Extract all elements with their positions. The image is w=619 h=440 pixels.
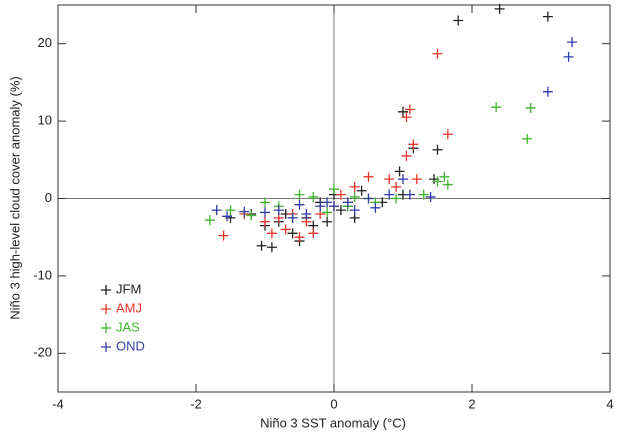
point [256, 240, 267, 251]
point [363, 193, 374, 204]
point [439, 171, 450, 182]
point [384, 174, 395, 185]
y-tick-label: -20 [33, 345, 52, 360]
point [329, 184, 339, 195]
x-tick-label: -2 [190, 396, 202, 411]
point [567, 37, 578, 48]
point [363, 171, 374, 182]
point [525, 102, 536, 113]
point [542, 86, 553, 97]
x-tick-label: 2 [468, 396, 475, 411]
point [308, 191, 319, 202]
y-axis-label: Niño 3 high-level cloud cover anomaly (%… [7, 76, 22, 320]
point [280, 224, 291, 235]
point [211, 205, 222, 216]
point [391, 181, 402, 192]
x-tick-label: -4 [52, 396, 64, 411]
point [356, 185, 367, 196]
point [287, 228, 298, 239]
point [322, 197, 333, 208]
point [349, 181, 360, 192]
point [287, 212, 298, 223]
point [370, 202, 381, 213]
x-axis-label: Niño 3 SST anomaly (°C) [260, 415, 406, 430]
point [398, 174, 408, 185]
point [411, 174, 422, 185]
point [542, 11, 553, 22]
point [335, 189, 346, 200]
point [222, 211, 233, 222]
point [322, 216, 333, 227]
point [404, 189, 415, 200]
point [432, 48, 443, 59]
point [315, 201, 326, 212]
point [384, 189, 395, 200]
point [425, 191, 436, 202]
point [522, 133, 533, 144]
legend-marker [101, 323, 111, 333]
point [494, 3, 505, 14]
point [432, 176, 443, 187]
point [391, 193, 402, 204]
point [301, 208, 312, 219]
point [349, 205, 360, 216]
point [401, 112, 412, 123]
legend-marker [101, 285, 111, 295]
point [273, 205, 284, 216]
point [442, 129, 453, 140]
y-tick-label: 10 [38, 113, 52, 128]
point [294, 199, 305, 210]
point [266, 242, 277, 253]
point [335, 205, 346, 216]
point [432, 144, 443, 155]
point [418, 189, 429, 200]
point [260, 216, 270, 227]
legend-label: AMJ [116, 300, 142, 315]
x-tick-label: 0 [330, 396, 337, 411]
point [266, 228, 277, 239]
point [394, 166, 405, 177]
point [563, 51, 574, 62]
point [260, 207, 270, 218]
point [225, 205, 236, 216]
point [349, 191, 360, 202]
legend-label: JAS [116, 319, 140, 334]
point [294, 232, 305, 243]
point [329, 201, 339, 212]
y-tick-label: -10 [33, 267, 52, 282]
point [408, 139, 419, 150]
point [491, 102, 502, 113]
legend-marker [101, 304, 111, 314]
point [294, 189, 305, 200]
x-tick-label: 4 [606, 396, 613, 411]
legend-label: OND [116, 338, 145, 353]
point [246, 210, 257, 221]
point [239, 206, 250, 217]
y-tick-label: 0 [45, 190, 52, 205]
point [322, 207, 333, 218]
point [442, 179, 453, 190]
y-tick-label: 20 [38, 35, 52, 50]
point [401, 150, 412, 161]
point [218, 230, 229, 241]
point [342, 197, 353, 208]
point [308, 228, 319, 239]
point [404, 104, 415, 115]
point [260, 197, 270, 208]
point [204, 215, 215, 226]
legend-marker [101, 342, 111, 352]
point [453, 15, 464, 26]
legend-label: JFM [116, 281, 141, 296]
point [398, 106, 408, 117]
